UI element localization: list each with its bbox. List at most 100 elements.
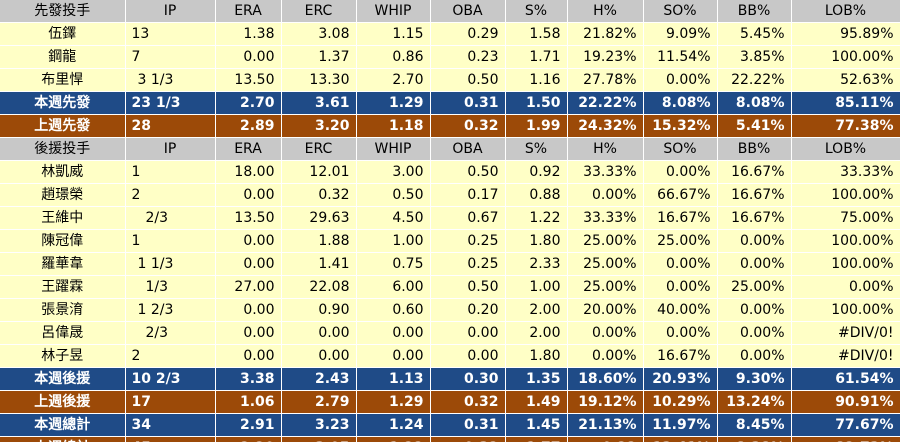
cell-h-pct: 19.12% [567,390,644,414]
cell-oba: 0.32 [430,390,506,414]
cell-ip: 17 [125,390,216,414]
cell-erc: 22.08 [281,275,357,299]
starters-last-week-row: 上週先發 28 2.89 3.20 1.18 0.32 1.99 24.32% 15.32% 5.… [0,114,900,138]
cell-lob-pct: 100.00% [791,45,900,69]
cell-s-pct: 1.77 [505,436,568,442]
header-erc: ERC [281,0,357,23]
cell-erc: 0.90 [281,298,357,322]
cell-bb-pct: 22.22% [717,68,792,92]
header-lob-pct: LOB% [791,137,900,161]
cell-era: 2.70 [215,91,282,115]
cell-s-pct: 0.92 [505,160,568,184]
cell-erc: 3.05 [281,436,357,442]
relievers-header-row: 後援投手 IP ERA ERC WHIP OBA S% H% SO% BB% LOB% [0,137,900,161]
cell-whip: 1.29 [356,390,431,414]
cell-lob-pct: 100.00% [791,298,900,322]
cell-name: 王維中 [0,206,126,230]
cell-bb-pct: 8.45% [717,413,792,437]
cell-s-pct: 1.99 [505,114,568,138]
relievers-this-week-row: 本週後援 10 2/3 3.38 2.43 1.13 0.30 1.35 18.60% 20.9… [0,367,900,391]
cell-ip: 23 1/3 [125,91,216,115]
cell-h-pct: 24.32% [567,114,644,138]
cell-oba: 0.31 [430,413,506,437]
cell-h-pct: 18.60% [567,367,644,391]
cell-whip: 3.00 [356,160,431,184]
cell-whip: 1.15 [356,22,431,46]
header-h-pct: H% [567,137,644,161]
cell-erc: 2.79 [281,390,357,414]
cell-bb-pct: 0.00% [717,229,792,253]
cell-h-pct: 33.33% [567,206,644,230]
cell-h-pct: 25.00% [567,229,644,253]
cell-oba: 0.50 [430,275,506,299]
cell-whip: 1.22 [356,436,431,442]
cell-s-pct: 1.58 [505,22,568,46]
cell-s-pct: 1.80 [505,344,568,368]
cell-s-pct: 0.88 [505,183,568,207]
cell-lob-pct: 100.00% [791,229,900,253]
cell-whip: 1.18 [356,114,431,138]
cell-whip: 1.24 [356,413,431,437]
cell-era: 0.00 [215,45,282,69]
cell-whip: 0.75 [356,252,431,276]
cell-lob-pct: 82.73% [791,436,900,442]
cell-so-pct: 0.00% [643,275,718,299]
cell-oba: 0.31 [430,91,506,115]
cell-s-pct: 2.33 [505,252,568,276]
cell-whip: 0.50 [356,183,431,207]
cell-era: 13.50 [215,68,282,92]
reliever-row: 林子昱 2 0.00 0.00 0.00 0.00 1.80 0.00% 16.67% 0.00%… [0,344,900,368]
cell-so-pct: 9.09% [643,22,718,46]
cell-ip: 28 [125,114,216,138]
cell-so-pct: 8.08% [643,91,718,115]
cell-erc: 0.00 [281,321,357,345]
cell-era: 0.00 [215,321,282,345]
cell-oba: 0.20 [430,298,506,322]
cell-so-pct: 40.00% [643,298,718,322]
cell-name: 陳冠偉 [0,229,126,253]
reliever-row: 林凱威 1 18.00 12.01 3.00 0.50 0.92 33.33% 0.00% 16.… [0,160,900,184]
header-h-pct: H% [567,0,644,23]
cell-h-pct: 21.82% [567,22,644,46]
cell-lob-pct: 61.54% [791,367,900,391]
cell-ip: 2/3 [125,206,216,230]
cell-era: 3.38 [215,367,282,391]
header-bb-pct: BB% [717,0,792,23]
header-bb-pct: BB% [717,137,792,161]
cell-erc: 13.30 [281,68,357,92]
starter-row: 鋼龍 7 0.00 1.37 0.86 0.23 1.71 19.23% 11.54% 3.85%… [0,45,900,69]
cell-ip: 45 [125,436,216,442]
cell-name: 本週總計 [0,413,126,437]
cell-erc: 3.61 [281,91,357,115]
header-ip: IP [125,0,216,23]
reliever-row: 張景淯 1 2/3 0.00 0.90 0.60 0.20 2.00 20.00% 40.00%… [0,298,900,322]
starters-header-row: 先發投手 IP ERA ERC WHIP OBA S% H% SO% BB% LOB% [0,0,900,23]
cell-name: 布里悍 [0,68,126,92]
cell-ip: 3 1/3 [125,68,216,92]
cell-lob-pct: 95.89% [791,22,900,46]
cell-name: 上週先發 [0,114,126,138]
relievers-last-week-row: 上週後援 17 1.06 2.79 1.29 0.32 1.49 19.12% 10.29% 13… [0,390,900,414]
cell-s-pct: 2.00 [505,321,568,345]
cell-bb-pct: 16.67% [717,206,792,230]
cell-erc: 3.20 [281,114,357,138]
cell-so-pct: 20.93% [643,367,718,391]
cell-whip: 0.00 [356,344,431,368]
cell-h-pct: 25.00% [567,252,644,276]
cell-name: 林凱威 [0,160,126,184]
header-whip: WHIP [356,137,431,161]
cell-lob-pct: 75.00% [791,206,900,230]
cell-lob-pct: 77.67% [791,413,900,437]
cell-era: 0.00 [215,252,282,276]
cell-era: 0.00 [215,229,282,253]
cell-so-pct: 10.29% [643,390,718,414]
cell-erc: 12.01 [281,160,357,184]
cell-whip: 1.00 [356,229,431,253]
cell-oba: 0.32 [430,114,506,138]
cell-ip: 2/3 [125,321,216,345]
totals-last-week-row: 上週總計452.203.051.220.321.770.2213.41%8.38… [0,436,900,442]
cell-lob-pct: 90.91% [791,390,900,414]
cell-era: 0.00 [215,183,282,207]
cell-oba: 0.25 [430,252,506,276]
